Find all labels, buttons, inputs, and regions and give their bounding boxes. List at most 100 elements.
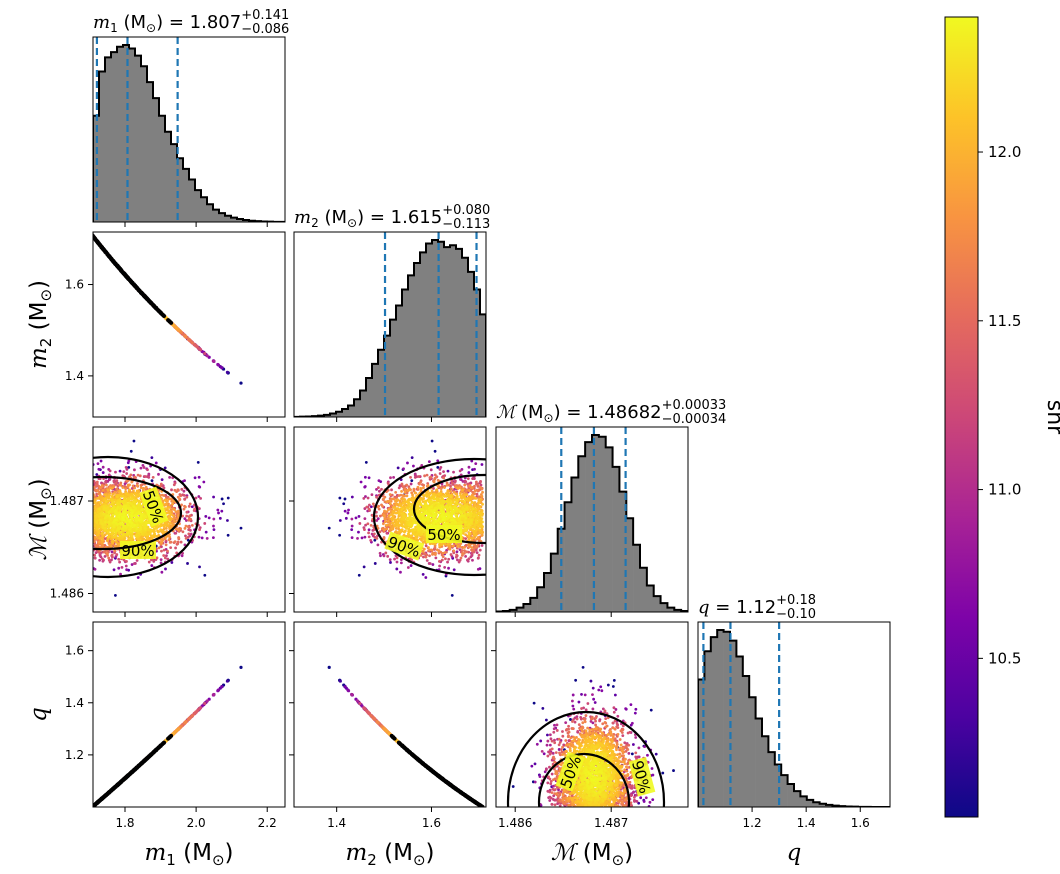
scatter-point (101, 489, 105, 492)
scatter-point (104, 483, 108, 487)
scatter-point (173, 540, 177, 543)
scatter-point (123, 482, 127, 486)
hist-bar-m2 (456, 248, 463, 417)
hist-title-q: q = 1.12+0.18 −0.10 (698, 593, 816, 622)
scatter-point (103, 555, 107, 558)
hist-bar-m2 (426, 243, 433, 417)
scatter-point (113, 551, 116, 555)
scatter-point (199, 496, 203, 500)
scatter-point (187, 525, 190, 529)
hist-bar-q (730, 640, 737, 807)
hist-bar-m1 (147, 82, 154, 222)
scatter-point (94, 551, 98, 555)
scatter-point (177, 528, 180, 532)
scatter-point (190, 523, 194, 527)
scatter-point (169, 546, 173, 550)
scatter-point (160, 545, 163, 549)
hist-bar-q (774, 764, 782, 807)
scatter-point (220, 366, 224, 370)
hist-bar-m2 (468, 271, 475, 417)
scatter-point (190, 341, 194, 345)
scatter-point (96, 523, 100, 527)
scatter-point (153, 532, 157, 536)
scatter-point (168, 521, 172, 525)
density-point (106, 253, 111, 258)
hist-bar-m1 (165, 131, 172, 222)
hist-bar-q (826, 804, 833, 807)
scatter-point (122, 470, 126, 474)
scatter-point (94, 545, 98, 548)
scatter-point (159, 482, 163, 486)
scatter-point (147, 475, 151, 479)
scatter-point (139, 466, 143, 470)
scatter-point (96, 503, 100, 507)
scatter-point (110, 553, 114, 557)
hist-bar-mc (592, 435, 600, 612)
scatter-point (133, 562, 136, 565)
scatter-point (158, 525, 162, 528)
density-point (128, 278, 133, 283)
scatter-point (180, 487, 184, 491)
scatter-point (93, 556, 97, 560)
hist-bar-m2 (354, 399, 361, 417)
scatter-point (197, 495, 201, 498)
scatter-point (99, 501, 102, 504)
scatter-point (167, 538, 171, 542)
scatter-point (93, 498, 97, 502)
scatter-point (93, 567, 97, 571)
scatter-point (163, 523, 167, 527)
hist-bar-m1 (207, 204, 214, 222)
scatter-point (107, 499, 111, 503)
scatter-point (160, 540, 164, 544)
scatter-point (183, 543, 187, 547)
scatter-point (93, 485, 96, 489)
scatter-point (96, 489, 100, 493)
scatter-point (95, 480, 99, 484)
scatter-point (108, 469, 112, 473)
hist-bar-mc (633, 544, 641, 612)
scatter-point (226, 519, 229, 522)
hist-bar-mc (660, 603, 668, 612)
scatter-point (93, 553, 97, 557)
hist-bar-m1 (111, 52, 118, 222)
hist-bar-m1 (231, 217, 238, 222)
hist-bar-m1 (177, 158, 184, 222)
scatter-point (188, 502, 192, 506)
scatter-point (179, 527, 182, 531)
scatter-point (93, 480, 96, 484)
scatter-point (130, 487, 134, 490)
scatter-point (167, 497, 171, 501)
scatter-point (123, 536, 127, 540)
scatter-point (150, 479, 154, 483)
scatter-point (198, 565, 201, 569)
scatter-point (183, 505, 187, 509)
scatter-point (139, 486, 143, 490)
hist-bar-mc (653, 596, 661, 612)
scatter-point (169, 513, 173, 516)
panel-frame (92, 36, 286, 223)
scatter-point (99, 459, 103, 463)
scatter-point (124, 487, 128, 490)
scatter-point (216, 508, 220, 512)
scatter-point (99, 486, 103, 490)
scatter-point (108, 491, 112, 495)
hist-bar-m1 (141, 66, 148, 222)
scatter-point (212, 524, 215, 528)
scatter-point (118, 560, 122, 564)
hist-bar-m1 (189, 179, 196, 222)
scatter-point (100, 541, 104, 545)
scatter-point (225, 370, 230, 374)
panel-frame (92, 231, 286, 418)
scatter-point (182, 493, 186, 497)
scatter-point (119, 492, 123, 495)
scatter-point (135, 559, 139, 562)
scatter-point (126, 493, 129, 497)
scatter-point (130, 480, 134, 484)
scatter-point (93, 505, 97, 509)
scatter-point (190, 505, 194, 509)
hist-bar-m2 (396, 305, 403, 417)
scatter-point (159, 558, 163, 562)
scatter-point (110, 558, 113, 562)
scatter-point (115, 553, 119, 556)
scatter-point (166, 506, 170, 510)
